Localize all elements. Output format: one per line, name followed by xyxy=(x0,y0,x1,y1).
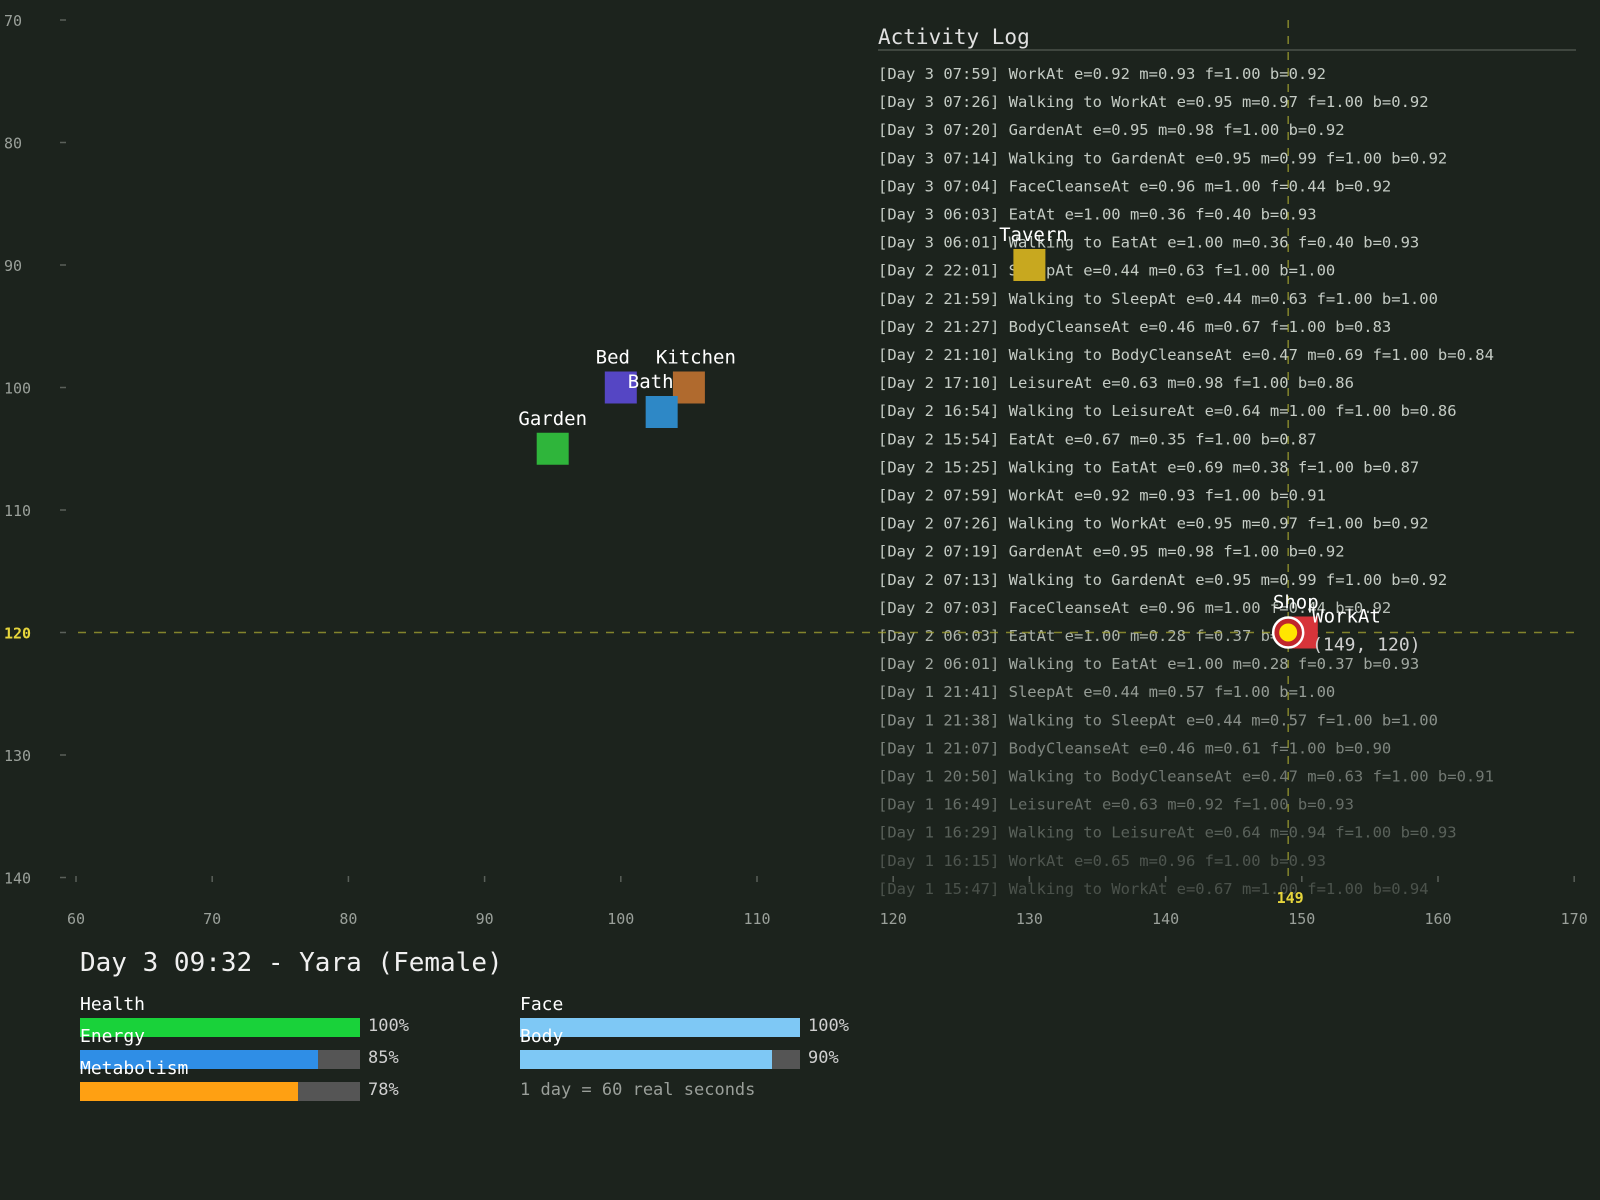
stat-body-fill xyxy=(520,1050,772,1069)
x-highlight-label: 149 xyxy=(1277,889,1304,907)
stat-energy-fill xyxy=(80,1050,318,1069)
log-entry: [Day 2 06:01] Walking to EatAt e=1.00 m=… xyxy=(878,655,1419,673)
stat-body-label: Body xyxy=(520,1026,564,1047)
location-tavern[interactable] xyxy=(1013,249,1046,281)
location-tavern-label: Tavern xyxy=(999,224,1068,246)
x-tick-label: 70 xyxy=(203,910,221,928)
stat-face-fill xyxy=(520,1018,800,1037)
activity-log: Activity Log [Day 3 07:59] WorkAt e=0.92… xyxy=(878,25,1576,898)
activity-log-entries: [Day 3 07:59] WorkAt e=0.92 m=0.93 f=1.0… xyxy=(878,65,1494,898)
log-entry: [Day 1 21:41] SleepAt e=0.44 m=0.57 f=1.… xyxy=(878,683,1335,701)
stat-body-value: 90% xyxy=(808,1048,839,1068)
location-kitchen[interactable] xyxy=(672,371,705,404)
log-entry: [Day 3 07:04] FaceCleanseAt e=0.96 m=1.0… xyxy=(878,177,1391,195)
activity-log-title: Activity Log xyxy=(878,25,1030,49)
log-entry: [Day 2 15:25] Walking to EatAt e=0.69 m=… xyxy=(878,458,1419,476)
x-axis: 60 70 80 90 100 110 120 130 140 150 160 170 xyxy=(67,876,1588,928)
log-entry: [Day 3 07:14] Walking to GardenAt e=0.95… xyxy=(878,149,1447,167)
y-tick-label: 130 xyxy=(4,747,31,765)
log-entry: [Day 3 07:26] Walking to WorkAt e=0.95 m… xyxy=(878,93,1429,111)
agent-marker-core[interactable] xyxy=(1279,623,1298,642)
y-tick-label: 70 xyxy=(4,12,22,30)
stat-health-fill xyxy=(80,1018,360,1037)
log-entry: [Day 1 21:07] BodyCleanseAt e=0.46 m=0.6… xyxy=(878,739,1391,757)
log-entry: [Day 2 06:03] EatAt e=1.00 m=0.28 f=0.37… xyxy=(878,627,1317,645)
stat-body-bar xyxy=(520,1050,800,1069)
log-entry: [Day 2 16:54] Walking to LeisureAt e=0.6… xyxy=(878,402,1457,420)
y-tick-label: 140 xyxy=(4,870,31,888)
log-entry: [Day 1 21:38] Walking to SleepAt e=0.44 … xyxy=(878,711,1438,729)
location-kitchen-label: Kitchen xyxy=(656,347,736,369)
log-entry: [Day 2 07:13] Walking to GardenAt e=0.95… xyxy=(878,571,1447,589)
log-entry: [Day 2 07:59] WorkAt e=0.92 m=0.93 f=1.0… xyxy=(878,487,1326,505)
y-tick-label: 80 xyxy=(4,135,22,153)
stat-face-label: Face xyxy=(520,994,564,1015)
agent-coord-label: (149, 120) xyxy=(1312,635,1420,656)
location-bath[interactable] xyxy=(645,396,678,428)
x-tick-label: 80 xyxy=(339,910,357,928)
x-tick-label: 160 xyxy=(1424,910,1451,928)
agent-action-label: WorkAt xyxy=(1312,606,1381,628)
location-bed[interactable] xyxy=(604,371,637,404)
stat-health-label: Health xyxy=(80,994,146,1015)
log-entry: [Day 2 15:54] EatAt e=0.67 m=0.35 f=1.00… xyxy=(878,430,1317,448)
stat-face-value: 100% xyxy=(808,1016,849,1036)
x-tick-label: 170 xyxy=(1561,910,1588,928)
location-garden[interactable] xyxy=(536,432,569,465)
x-tick-label: 120 xyxy=(880,910,907,928)
stat-health-bar xyxy=(80,1018,360,1037)
agent[interactable]: WorkAt (149, 120) xyxy=(1271,606,1421,656)
log-entry: [Day 3 07:20] GardenAt e=0.95 m=0.98 f=1… xyxy=(878,121,1345,139)
stat-energy-bar xyxy=(80,1050,360,1069)
stat-metabolism-fill xyxy=(80,1082,299,1101)
stat-metabolism-label: Metabolism xyxy=(80,1058,189,1079)
log-entry: [Day 2 21:10] Walking to BodyCleanseAt e… xyxy=(878,346,1494,364)
y-axis: 70 80 90 100 110 120 130 140 xyxy=(4,12,66,888)
x-tick-label: 150 xyxy=(1288,910,1315,928)
log-entry: [Day 2 07:19] GardenAt e=0.95 m=0.98 f=1… xyxy=(878,543,1345,561)
x-tick-label: 140 xyxy=(1152,910,1179,928)
y-tick-label: 90 xyxy=(4,257,22,275)
log-entry: [Day 2 07:26] Walking to WorkAt e=0.95 m… xyxy=(878,515,1429,533)
location-shop-label: Shop xyxy=(1273,592,1319,614)
stat-metabolism-bar xyxy=(80,1082,360,1101)
y-tick-label: 120 xyxy=(4,625,31,643)
log-entry: [Day 1 16:49] LeisureAt e=0.63 m=0.92 f=… xyxy=(878,796,1354,814)
x-tick-label: 100 xyxy=(607,910,634,928)
y-tick-label: 100 xyxy=(4,380,31,398)
time-scale-note: 1 day = 60 real seconds xyxy=(520,1080,756,1100)
log-entry: [Day 2 21:27] BodyCleanseAt e=0.46 m=0.6… xyxy=(878,318,1391,336)
log-entry: [Day 2 22:01] SleepAt e=0.44 m=0.63 f=1.… xyxy=(878,262,1335,280)
log-entry: [Day 3 06:01] Walking to EatAt e=1.00 m=… xyxy=(878,234,1419,252)
log-entry: [Day 3 07:59] WorkAt e=0.92 m=0.93 f=1.0… xyxy=(878,65,1326,83)
x-tick-label: 130 xyxy=(1016,910,1043,928)
stat-energy-value: 85% xyxy=(368,1048,399,1068)
log-entry: [Day 2 21:59] Walking to SleepAt e=0.44 … xyxy=(878,290,1438,308)
log-entry: [Day 1 16:15] WorkAt e=0.65 m=0.96 f=1.0… xyxy=(878,852,1326,870)
agent-crosshair: 149 xyxy=(78,20,1580,907)
status-title: Day 3 09:32 - Yara (Female) xyxy=(80,948,503,978)
x-tick-label: 90 xyxy=(476,910,494,928)
stat-face-bar xyxy=(520,1018,800,1037)
x-tick-label: 60 xyxy=(67,910,85,928)
stat-metabolism-value: 78% xyxy=(368,1080,399,1100)
location-bath-label: Bath xyxy=(628,371,674,393)
log-entry: [Day 2 07:03] FaceCleanseAt e=0.96 m=1.0… xyxy=(878,599,1391,617)
status-panel: Day 3 09:32 - Yara (Female) Health 100% … xyxy=(80,948,880,1148)
log-entry: [Day 1 20:50] Walking to BodyCleanseAt e… xyxy=(878,768,1494,786)
stat-energy-label: Energy xyxy=(80,1026,146,1047)
log-entry: [Day 1 15:47] Walking to WorkAt e=0.67 m… xyxy=(878,880,1429,898)
stat-health-value: 100% xyxy=(368,1016,409,1036)
y-tick-label: 110 xyxy=(4,502,31,520)
x-tick-label: 110 xyxy=(743,910,770,928)
location-bed-label: Bed xyxy=(596,347,630,369)
location-garden-label: Garden xyxy=(518,408,587,430)
log-entry: [Day 1 16:29] Walking to LeisureAt e=0.6… xyxy=(878,824,1457,842)
log-entry: [Day 2 17:10] LeisureAt e=0.63 m=0.98 f=… xyxy=(878,374,1354,392)
log-entry: [Day 3 06:03] EatAt e=1.00 m=0.36 f=0.40… xyxy=(878,206,1317,224)
